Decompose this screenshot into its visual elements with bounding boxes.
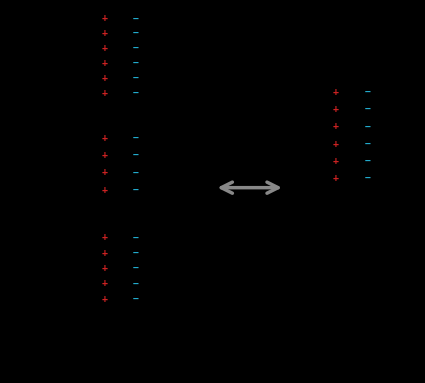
Text: +: + [333, 156, 339, 166]
Text: +: + [101, 232, 107, 242]
Text: −: − [133, 43, 139, 53]
Text: +: + [101, 185, 107, 195]
Text: +: + [101, 150, 107, 160]
Text: −: − [365, 87, 371, 97]
Text: +: + [101, 73, 107, 83]
Text: −: − [133, 133, 139, 143]
Text: −: − [365, 173, 371, 183]
Text: +: + [333, 173, 339, 183]
Text: −: − [365, 121, 371, 131]
Text: −: − [133, 232, 139, 242]
Text: +: + [333, 104, 339, 114]
Text: +: + [333, 87, 339, 97]
Text: −: − [133, 58, 139, 68]
Text: −: − [133, 28, 139, 38]
Text: +: + [101, 88, 107, 98]
Text: −: − [133, 294, 139, 304]
Text: +: + [333, 121, 339, 131]
Text: −: − [133, 263, 139, 273]
Text: −: − [133, 185, 139, 195]
Text: −: − [133, 13, 139, 23]
Text: +: + [101, 294, 107, 304]
Text: +: + [101, 248, 107, 258]
Text: +: + [333, 139, 339, 149]
Text: +: + [101, 278, 107, 288]
Text: −: − [365, 104, 371, 114]
Text: +: + [101, 263, 107, 273]
Text: +: + [101, 58, 107, 68]
Text: +: + [101, 13, 107, 23]
Text: −: − [133, 73, 139, 83]
Text: +: + [101, 167, 107, 177]
Text: −: − [133, 248, 139, 258]
Text: −: − [133, 150, 139, 160]
Text: −: − [133, 278, 139, 288]
Text: −: − [133, 88, 139, 98]
Text: −: − [365, 139, 371, 149]
Text: +: + [101, 43, 107, 53]
Text: −: − [365, 156, 371, 166]
Text: −: − [133, 167, 139, 177]
Text: +: + [101, 28, 107, 38]
Text: +: + [101, 133, 107, 143]
